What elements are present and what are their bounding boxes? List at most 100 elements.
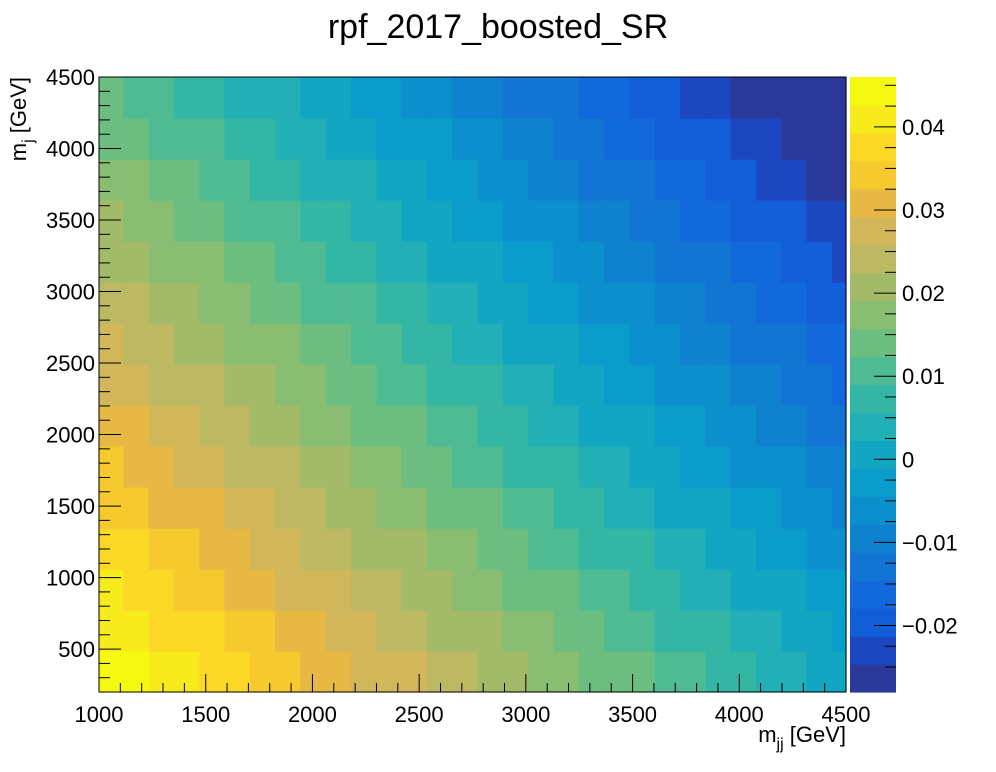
y-axis-title-sub: j [20, 139, 37, 144]
heatmap-cell [578, 77, 605, 119]
heatmap-cell [173, 77, 200, 119]
heatmap-cell [401, 77, 428, 119]
heatmap-cell [275, 610, 302, 652]
z-tick-label: −0.02 [902, 614, 958, 639]
heatmap-cell [325, 487, 352, 529]
heatmap-cell [654, 241, 681, 283]
heatmap-cell [249, 323, 276, 365]
heatmap-cell [705, 159, 732, 201]
heatmap-cell [629, 200, 656, 242]
heatmap-cell [477, 241, 504, 283]
heatmap-cell [123, 487, 150, 529]
heatmap-cell [629, 569, 656, 611]
heatmap-cell [376, 323, 403, 365]
heatmap-cell [249, 528, 276, 570]
heatmap-cell [99, 405, 124, 447]
y-tick-label: 2000 [46, 423, 95, 448]
heatmap-cell [452, 446, 479, 488]
heatmap-cell [730, 651, 757, 693]
heatmap-cell [755, 569, 782, 611]
heatmap-cell [553, 569, 580, 611]
y-tick-label: 1500 [46, 494, 95, 519]
heatmap-cell [781, 323, 808, 365]
heatmap-cell [730, 241, 757, 283]
heatmap-cell [553, 77, 580, 119]
heatmap-cell [199, 610, 226, 652]
heatmap-cell [325, 241, 352, 283]
heatmap-cell [173, 446, 200, 488]
heatmap-cell [123, 323, 150, 365]
heatmap-cell [629, 241, 656, 283]
heatmap-cell [325, 651, 352, 693]
heatmap-cell [199, 323, 226, 365]
heatmap-cell [755, 323, 782, 365]
heatmap-cell [528, 77, 555, 119]
heatmap-cell [502, 569, 529, 611]
heatmap-cell [629, 487, 656, 529]
heatmap-cell [477, 282, 504, 324]
color-scale-segment [850, 77, 896, 106]
color-scale-segment [850, 272, 896, 302]
heatmap-cell [351, 569, 378, 611]
heatmap-cell [654, 200, 681, 242]
heatmap-cell [578, 118, 605, 160]
heatmap-cell [705, 569, 732, 611]
heatmap-cell [452, 528, 479, 570]
color-scale-segment [850, 468, 896, 497]
heatmap-cell [173, 200, 200, 242]
color-scale-segment [850, 524, 896, 553]
heatmap-cell [553, 487, 580, 529]
heatmap-cell [730, 77, 757, 119]
heatmap-cell [730, 528, 757, 570]
heatmap-cell [831, 159, 847, 201]
heatmap-cell [604, 364, 630, 406]
heatmap-cell [300, 487, 327, 529]
heatmap-cell [452, 651, 479, 693]
heatmap-cell [730, 282, 757, 324]
heatmap-cell [831, 610, 847, 652]
heatmap-cell [224, 364, 251, 406]
heatmap-cell [99, 364, 124, 406]
heatmap-cell [376, 159, 403, 201]
heatmap-cell [300, 446, 327, 488]
heatmap-cell [199, 405, 226, 447]
heatmap-cell [654, 446, 681, 488]
heatmap-cell [528, 446, 555, 488]
heatmap-cell [629, 323, 656, 365]
heatmap-cell [705, 77, 732, 119]
heatmap-cell [452, 200, 479, 242]
heatmap-cell [173, 364, 200, 406]
heatmap-cell [401, 159, 428, 201]
heatmap-cell [224, 241, 251, 283]
heatmap-cell [502, 446, 529, 488]
heatmap-cell [249, 405, 276, 447]
y-tick-label: 500 [58, 637, 95, 662]
heatmap-cell [806, 446, 833, 488]
heatmap-cell [806, 569, 833, 611]
heatmap-cell [755, 528, 782, 570]
y-axis-title-unit: [GeV] [6, 77, 31, 139]
y-tick-label: 3000 [46, 280, 95, 305]
heatmap-cell [376, 77, 403, 119]
heatmap-cell [401, 569, 428, 611]
heatmap-cell [401, 323, 428, 365]
heatmap-cell [629, 528, 656, 570]
heatmap-cell [123, 446, 150, 488]
heatmap-cell [376, 528, 403, 570]
heatmap-cell [528, 405, 555, 447]
heatmap-cell [831, 487, 847, 529]
heatmap-cell [502, 323, 529, 365]
heatmap-cell [275, 651, 302, 693]
heatmap-cell [553, 118, 580, 160]
heatmap-cell [123, 569, 150, 611]
heatmap-cell [148, 651, 175, 693]
heatmap-cell [99, 651, 124, 693]
heatmap-cell [123, 159, 150, 201]
x-tick-label: 2000 [288, 702, 337, 727]
heatmap-cell [806, 610, 833, 652]
heatmap-cell [755, 487, 782, 529]
heatmap-cell [553, 323, 580, 365]
heatmap-cell [427, 446, 453, 488]
heatmap-cell [325, 569, 352, 611]
heatmap-cell [123, 651, 150, 693]
